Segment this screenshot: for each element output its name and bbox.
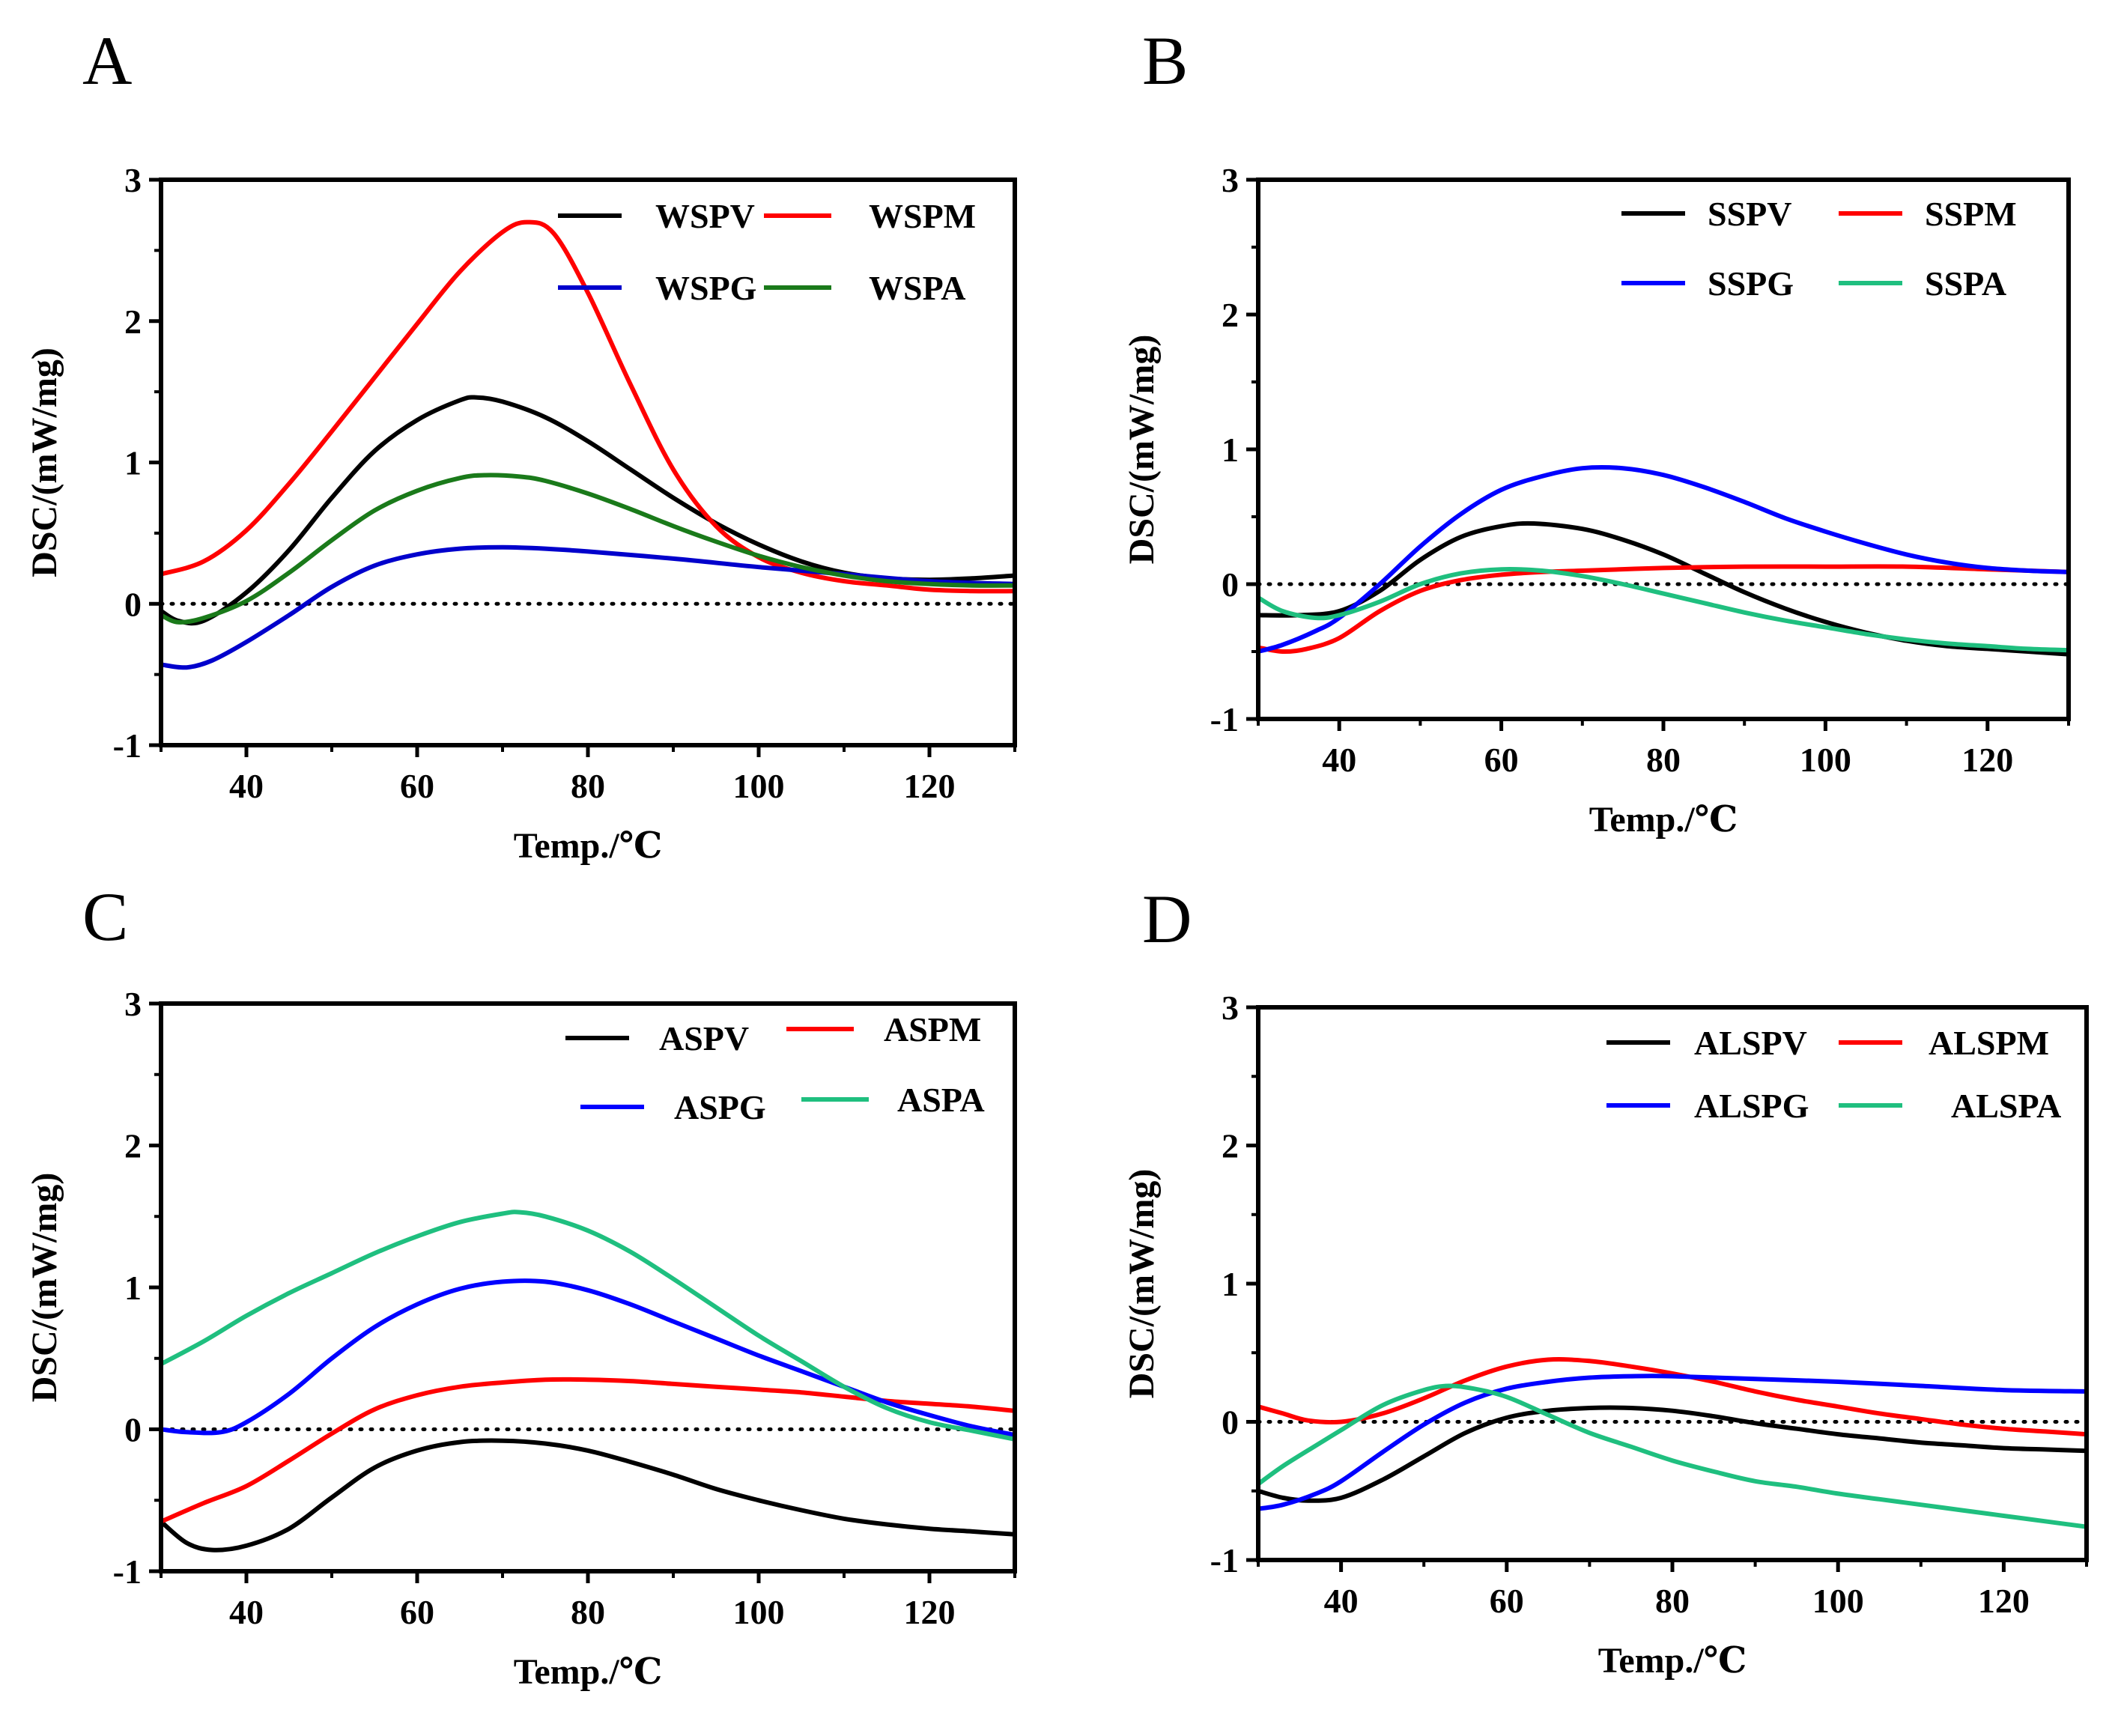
legend-label-wspm: WSPM bbox=[869, 197, 976, 235]
y-axis-label: DSC/(mW/mg) bbox=[1122, 1169, 1162, 1399]
series-line-wspv bbox=[161, 395, 1015, 626]
y-tick-label: 3 bbox=[1222, 161, 1239, 199]
x-axis-label: Temp./℃ bbox=[514, 826, 662, 866]
legend-label-wspg: WSPG bbox=[655, 269, 756, 307]
x-tick-label: 60 bbox=[400, 767, 434, 805]
y-tick-label: 2 bbox=[124, 303, 142, 341]
x-axis-label: Temp./℃ bbox=[514, 1652, 662, 1692]
x-tick-label: 40 bbox=[229, 1593, 264, 1631]
legend-label-alspv: ALSPV bbox=[1694, 1024, 1807, 1062]
series-line-alspg bbox=[1258, 1374, 2087, 1511]
legend-label-sspv: SSPV bbox=[1708, 195, 1791, 233]
x-tick-label: 80 bbox=[571, 767, 605, 805]
y-tick-label: 1 bbox=[124, 1269, 142, 1307]
y-axis-label: DSC/(mW/mg) bbox=[25, 347, 64, 577]
x-tick-label: 120 bbox=[1961, 741, 2013, 779]
plot-frame bbox=[1256, 177, 2071, 721]
y-tick-label: 1 bbox=[124, 444, 142, 482]
series-group bbox=[161, 1210, 1015, 1553]
series-line-aspv bbox=[161, 1438, 1015, 1553]
legend: ALSPV ALSPM ALSPG ALSPA bbox=[1606, 1024, 2061, 1125]
x-tick-label: 100 bbox=[733, 767, 785, 805]
y-tick-label: -1 bbox=[113, 1553, 142, 1591]
x-tick-label: 80 bbox=[1646, 741, 1681, 779]
x-tick-label: 120 bbox=[904, 767, 956, 805]
panel-letter: B bbox=[1142, 22, 1188, 99]
x-tick-label: 60 bbox=[400, 1593, 434, 1631]
series-line-wspa bbox=[161, 473, 1015, 625]
series-group bbox=[1258, 1357, 2087, 1529]
legend-label-wspv: WSPV bbox=[655, 197, 755, 235]
series-line-sspm bbox=[1258, 564, 2069, 655]
panel-a: A -1 0 1 2 3 40 60 80 100 120 Temp./℃ DSC/(mW/mg) WSP… bbox=[25, 22, 1017, 866]
legend-label-aspa: ASPA bbox=[897, 1081, 985, 1119]
y-tick-label: 2 bbox=[1222, 296, 1239, 334]
legend: SSPV SSPM SSPG SSPA bbox=[1621, 195, 2017, 303]
legend-label-aspg: ASPG bbox=[674, 1088, 766, 1126]
x-tick-label: 40 bbox=[1322, 741, 1356, 779]
x-tick-label: 120 bbox=[1978, 1582, 2030, 1620]
series-line-alspm bbox=[1258, 1357, 2087, 1437]
y-tick-label: 0 bbox=[124, 585, 142, 623]
series-group bbox=[161, 219, 1015, 670]
legend-label-aspv: ASPV bbox=[659, 1019, 749, 1057]
plot-frame bbox=[159, 1001, 1017, 1573]
x-tick-label: 60 bbox=[1484, 741, 1519, 779]
x-tick-label: 80 bbox=[1655, 1582, 1690, 1620]
y-tick-label: 0 bbox=[1222, 565, 1239, 604]
panel-letter: A bbox=[82, 22, 132, 99]
series-line-aspa bbox=[161, 1210, 1015, 1442]
panel-b: B -1 0 1 2 3 40 60 80 100 120 Temp./℃ DSC/(mW/mg) SSP… bbox=[1122, 22, 2071, 840]
series-line-sspg bbox=[1258, 464, 2069, 654]
panel-d: D -1 0 1 2 3 40 60 80 100 120 Temp./℃ DSC/(mW/mg) ALS… bbox=[1122, 881, 2089, 1681]
panel-c: C -1 0 1 2 3 40 60 80 100 120 Temp./℃ DSC/(mW/mg) ASP… bbox=[25, 878, 1017, 1692]
legend-label-alspa: ALSPA bbox=[1951, 1087, 2061, 1125]
series-line-sspv bbox=[1258, 521, 2069, 657]
y-tick-label: 0 bbox=[1222, 1403, 1239, 1442]
panel-letter: D bbox=[1142, 881, 1192, 957]
legend-label-wspa: WSPA bbox=[869, 269, 966, 307]
y-tick-label: 1 bbox=[1222, 431, 1239, 469]
legend-label-alspg: ALSPG bbox=[1694, 1087, 1809, 1125]
y-tick-label: -1 bbox=[1210, 700, 1239, 738]
y-tick-label: -1 bbox=[113, 726, 142, 765]
x-tick-label: 100 bbox=[1812, 1582, 1864, 1620]
y-tick-label: 3 bbox=[1222, 989, 1239, 1027]
y-tick-label: 1 bbox=[1222, 1265, 1239, 1303]
legend-label-alspm: ALSPM bbox=[1929, 1024, 2049, 1062]
series-line-wspm bbox=[161, 219, 1015, 594]
series-line-alspa bbox=[1258, 1383, 2087, 1529]
y-tick-label: 2 bbox=[124, 1127, 142, 1165]
series-line-wspg bbox=[161, 544, 1015, 670]
series-line-alspv bbox=[1258, 1405, 2087, 1503]
x-tick-label: 40 bbox=[229, 767, 264, 805]
x-tick-label: 100 bbox=[733, 1593, 785, 1631]
panel-letter: C bbox=[82, 878, 128, 955]
y-tick-label: 0 bbox=[124, 1411, 142, 1449]
series-line-sspa bbox=[1258, 567, 2069, 653]
plot-frame bbox=[159, 177, 1017, 747]
legend-label-aspm: ASPM bbox=[884, 1010, 981, 1048]
x-tick-label: 100 bbox=[1800, 741, 1851, 779]
legend-label-sspg: SSPG bbox=[1708, 264, 1794, 303]
series-group bbox=[1258, 464, 2069, 657]
series-line-aspg bbox=[161, 1278, 1015, 1438]
legend: ASPV ASPM ASPG ASPA bbox=[565, 1010, 985, 1126]
y-axis-label: DSC/(mW/mg) bbox=[25, 1173, 64, 1403]
x-tick-label: 80 bbox=[571, 1593, 605, 1631]
y-axis-label: DSC/(mW/mg) bbox=[1122, 335, 1162, 565]
legend: WSPV WSPM WSPG WSPA bbox=[558, 197, 976, 307]
x-tick-label: 120 bbox=[904, 1593, 956, 1631]
x-tick-label: 60 bbox=[1490, 1582, 1524, 1620]
y-tick-label: 3 bbox=[124, 161, 142, 199]
x-axis-label: Temp./℃ bbox=[1598, 1641, 1747, 1681]
legend-label-sspm: SSPM bbox=[1925, 195, 2017, 233]
legend-label-sspa: SSPA bbox=[1925, 264, 2006, 303]
x-axis-label: Temp./℃ bbox=[1589, 800, 1738, 840]
y-tick-label: 3 bbox=[124, 985, 142, 1023]
y-tick-label: -1 bbox=[1210, 1541, 1239, 1579]
y-tick-label: 2 bbox=[1222, 1127, 1239, 1165]
x-tick-label: 40 bbox=[1324, 1582, 1359, 1620]
